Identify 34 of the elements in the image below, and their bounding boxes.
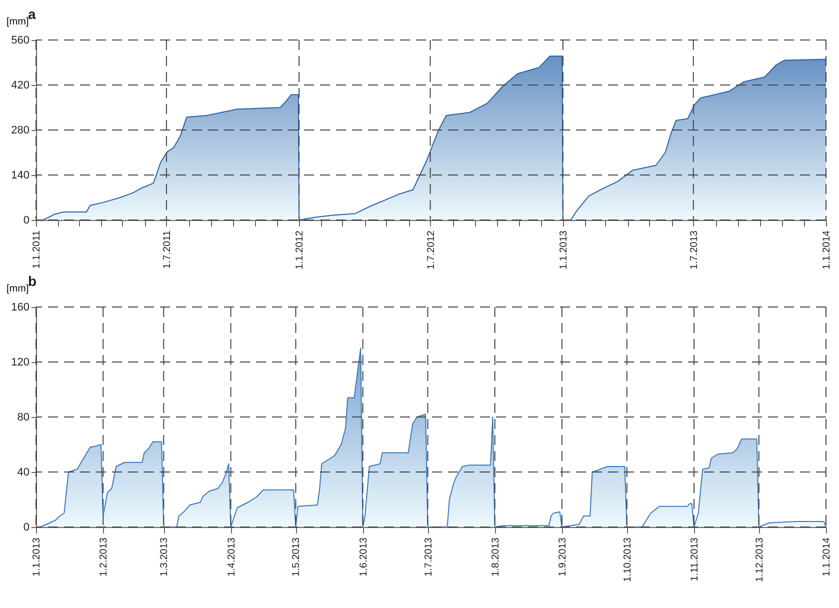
y-tick-label: 80 — [17, 412, 30, 424]
x-tick-label: 1.7.2011 — [162, 230, 173, 269]
x-tick-label: 1.2.2013 — [98, 537, 110, 576]
x-tick-label: 1.9.2013 — [557, 537, 568, 576]
x-tick-label: 1.1.2013 — [558, 230, 570, 270]
chart-title: b — [28, 273, 37, 289]
x-tick-label: 1.1.2011 — [32, 230, 42, 269]
y-tick-label: 560 — [11, 34, 30, 46]
y-tick-label: 0 — [23, 522, 30, 534]
y-axis-title: [mm] — [6, 284, 29, 294]
y-tick-label: 120 — [11, 356, 30, 368]
y-tick-label: 160 — [11, 302, 30, 314]
x-tick-label: 1.7.2013 — [423, 537, 434, 576]
y-tick-label: 0 — [23, 214, 30, 226]
y-axis-title: [mm] — [6, 16, 29, 28]
x-tick-label: 1.1.2013 — [32, 537, 42, 576]
y-tick-label: 420 — [11, 80, 30, 92]
x-tick-label: 1.3.2013 — [159, 537, 170, 576]
x-tick-label: 1.7.2012 — [426, 230, 437, 270]
y-tick-label: 280 — [11, 124, 30, 136]
x-tick-label: 1.5.2013 — [291, 537, 302, 576]
x-tick-label: 1.1.2014 — [822, 230, 832, 270]
x-tick-label: 1.1.2014 — [822, 537, 832, 576]
x-tick-label: 1.1.2012 — [294, 230, 306, 270]
chart-title: a — [28, 6, 36, 22]
x-tick-label: 1.7.2013 — [688, 230, 700, 270]
y-tick-label: 140 — [11, 170, 30, 182]
x-tick-label: 1.4.2013 — [226, 537, 238, 576]
x-tick-label: 1.11.2013 — [689, 537, 700, 582]
x-tick-label: 1.12.2013 — [754, 537, 766, 582]
x-tick-label: 1.10.2013 — [622, 537, 634, 582]
x-tick-label: 1.6.2013 — [358, 537, 370, 576]
y-tick-label: 40 — [17, 466, 30, 478]
x-tick-label: 1.8.2013 — [490, 537, 502, 576]
